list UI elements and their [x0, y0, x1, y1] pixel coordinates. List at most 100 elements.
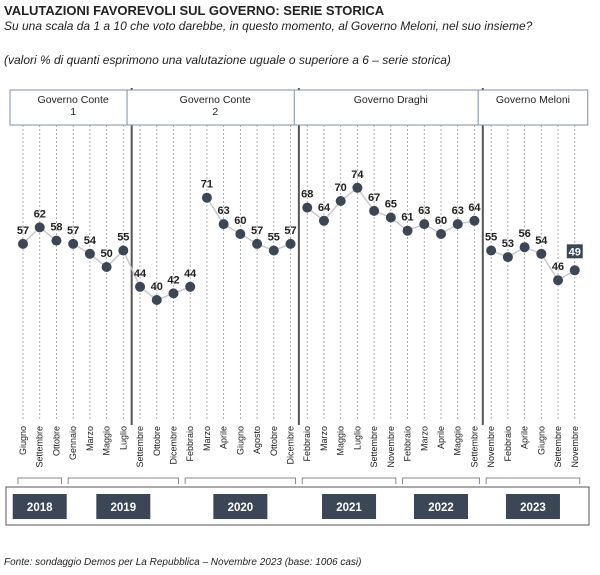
year-label: 2018	[27, 502, 53, 514]
data-label: 46	[552, 261, 564, 273]
x-tick-label: Dicembre	[286, 426, 296, 465]
x-tick-label: Giugno	[235, 426, 245, 455]
government-label: Governo Conte	[180, 94, 251, 106]
x-tick-label: Maggio	[102, 426, 112, 456]
data-point	[268, 245, 279, 256]
x-tick-label: Marzo	[419, 426, 429, 451]
x-tick-label: Luglio	[118, 426, 128, 450]
data-label: 60	[435, 215, 447, 227]
data-label: 54	[84, 235, 97, 247]
data-label: 54	[535, 235, 548, 247]
government-box	[9, 89, 137, 126]
data-point	[452, 219, 463, 230]
data-label: 58	[50, 222, 62, 234]
data-point	[318, 215, 329, 226]
data-point	[168, 288, 179, 299]
government-label: Governo Meloni	[496, 94, 570, 106]
year-box	[213, 494, 268, 519]
x-tick-label: Agosto	[252, 426, 262, 454]
chart-title: VALUTAZIONI FAVOREVOLI SUL GOVERNO: SERI…	[4, 3, 385, 18]
x-tick-label: Febbraio	[403, 426, 413, 462]
data-point	[536, 248, 547, 259]
x-tick-label: Dicembre	[168, 426, 178, 465]
x-tick-label: Ottobre	[152, 426, 162, 456]
data-point	[252, 238, 263, 249]
year-box	[322, 494, 377, 519]
data-point	[553, 275, 564, 286]
data-label: 64	[468, 202, 481, 214]
x-tick-label: Settembre	[369, 426, 379, 468]
x-tick-label: Settembre	[553, 426, 563, 468]
x-tick-label: Novembre	[486, 426, 496, 468]
government-box	[477, 89, 589, 126]
source-note: Fonte: sondaggio Demos per La Repubblica…	[4, 557, 362, 568]
data-label: 63	[452, 205, 464, 217]
x-tick-label: Aprile	[520, 426, 530, 449]
year-bracket	[402, 477, 480, 484]
data-label: 40	[151, 281, 163, 293]
data-label: 67	[368, 192, 380, 204]
data-label: 44	[134, 268, 147, 280]
government-label: Governo Conte	[38, 94, 109, 106]
data-point	[135, 281, 146, 292]
data-point	[185, 281, 196, 292]
government-box	[293, 89, 488, 126]
data-label: 57	[17, 225, 29, 237]
year-bracket	[301, 477, 397, 484]
data-point	[502, 252, 513, 263]
x-tick-label: Giugno	[536, 426, 546, 455]
x-tick-label: Marzo	[85, 426, 95, 451]
data-label: 57	[251, 225, 263, 237]
year-label: 2020	[228, 502, 254, 514]
data-label: 71	[201, 179, 213, 191]
x-tick-label: Maggio	[336, 426, 346, 456]
data-point	[151, 295, 162, 305]
data-label: 57	[67, 225, 79, 237]
highlight-box	[566, 244, 583, 259]
government-box	[126, 89, 305, 126]
data-label: 55	[117, 232, 129, 244]
year-bracket	[184, 477, 297, 484]
government-label: 2	[212, 106, 218, 118]
x-tick-label: Settembre	[35, 426, 45, 468]
data-point	[201, 192, 212, 203]
data-point	[385, 212, 396, 223]
data-label: 65	[385, 199, 397, 211]
data-label: 42	[167, 274, 179, 286]
x-tick-label: Marzo	[319, 426, 329, 451]
data-label: 44	[184, 268, 197, 280]
data-point	[84, 248, 95, 259]
data-label: 63	[418, 205, 430, 217]
government-label: Governo Draghi	[354, 94, 428, 106]
year-box	[505, 494, 560, 519]
data-label: 63	[218, 205, 230, 217]
x-tick-label: Marzo	[202, 426, 212, 451]
data-label: 49	[569, 246, 581, 258]
data-point	[51, 235, 62, 246]
data-point	[285, 238, 296, 249]
data-point	[18, 238, 28, 249]
x-tick-label: Maggio	[453, 426, 463, 456]
year-label: 2021	[336, 502, 362, 514]
x-tick-label: Ottobre	[269, 426, 279, 456]
x-tick-label: Gennaio	[68, 426, 78, 460]
x-tick-label: Novembre	[570, 426, 580, 468]
x-tick-label: Febbraio	[302, 426, 312, 462]
data-point	[118, 245, 129, 256]
year-frame	[5, 486, 590, 526]
data-point	[436, 229, 446, 239]
x-tick-label: Febbraio	[503, 426, 513, 462]
year-bracket	[17, 477, 62, 484]
x-tick-label: Aprile	[219, 426, 229, 449]
data-point	[569, 265, 580, 276]
chart-subtitle: Su una scala da 1 a 10 che voto darebbe,…	[4, 19, 533, 33]
x-tick-label: Aprile	[436, 426, 446, 449]
data-label: 60	[234, 215, 246, 227]
data-label: 57	[284, 225, 296, 237]
data-label: 50	[100, 248, 112, 260]
year-box	[414, 494, 468, 519]
year-label: 2022	[428, 502, 454, 514]
government-label: 1	[70, 106, 76, 118]
data-point	[352, 182, 363, 193]
